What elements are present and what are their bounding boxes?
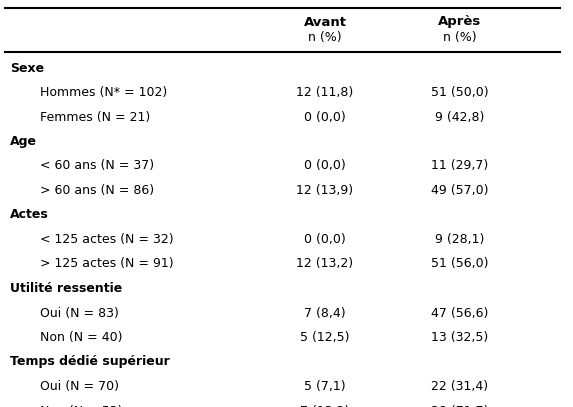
Text: Oui (N = 83): Oui (N = 83): [40, 306, 119, 319]
Text: 12 (13,2): 12 (13,2): [296, 258, 354, 271]
Text: 7 (13,2): 7 (13,2): [300, 405, 350, 407]
Text: n (%): n (%): [308, 31, 342, 44]
Text: > 60 ans (N = 86): > 60 ans (N = 86): [40, 184, 154, 197]
Text: 51 (50,0): 51 (50,0): [431, 86, 489, 99]
Text: 49 (57,0): 49 (57,0): [431, 184, 489, 197]
Text: Actes: Actes: [10, 208, 49, 221]
Text: Avant: Avant: [304, 15, 347, 28]
Text: 9 (28,1): 9 (28,1): [435, 233, 485, 246]
Text: Hommes (N* = 102): Hommes (N* = 102): [40, 86, 167, 99]
Text: Femmes (N = 21): Femmes (N = 21): [40, 110, 150, 123]
Text: Temps dédié supérieur: Temps dédié supérieur: [10, 355, 170, 368]
Text: Non (N = 53): Non (N = 53): [40, 405, 123, 407]
Text: 47 (56,6): 47 (56,6): [431, 306, 489, 319]
Text: Après: Après: [438, 15, 482, 28]
Text: 13 (32,5): 13 (32,5): [431, 331, 489, 344]
Text: 0 (0,0): 0 (0,0): [304, 160, 346, 173]
Text: 11 (29,7): 11 (29,7): [431, 160, 489, 173]
Text: < 125 actes (N = 32): < 125 actes (N = 32): [40, 233, 174, 246]
Text: < 60 ans (N = 37): < 60 ans (N = 37): [40, 160, 154, 173]
Text: Age: Age: [10, 135, 37, 148]
Text: > 125 actes (N = 91): > 125 actes (N = 91): [40, 258, 174, 271]
Text: 38 (71,7): 38 (71,7): [431, 405, 489, 407]
Text: 5 (12,5): 5 (12,5): [300, 331, 350, 344]
Text: Sexe: Sexe: [10, 61, 44, 74]
Text: 12 (13,9): 12 (13,9): [296, 184, 354, 197]
Text: 7 (8,4): 7 (8,4): [304, 306, 346, 319]
Text: Non (N = 40): Non (N = 40): [40, 331, 123, 344]
Text: 5 (7,1): 5 (7,1): [304, 380, 346, 393]
Text: n (%): n (%): [443, 31, 477, 44]
Text: 51 (56,0): 51 (56,0): [431, 258, 489, 271]
Text: 22 (31,4): 22 (31,4): [431, 380, 489, 393]
Text: Utilité ressentie: Utilité ressentie: [10, 282, 122, 295]
Text: 9 (42,8): 9 (42,8): [435, 110, 485, 123]
Text: Oui (N = 70): Oui (N = 70): [40, 380, 119, 393]
Text: 12 (11,8): 12 (11,8): [296, 86, 354, 99]
Text: 0 (0,0): 0 (0,0): [304, 233, 346, 246]
Text: 0 (0,0): 0 (0,0): [304, 110, 346, 123]
